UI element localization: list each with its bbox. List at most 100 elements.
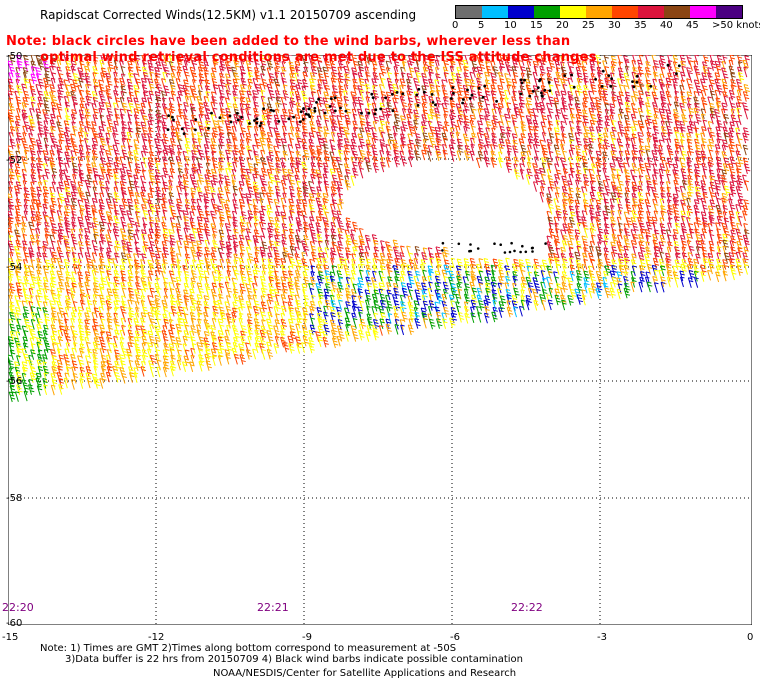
wind-barb — [23, 149, 29, 161]
wind-barb — [520, 72, 526, 84]
wind-barb — [183, 59, 189, 71]
wind-barb — [625, 137, 631, 149]
wind-barb — [441, 143, 447, 155]
wind-barb — [616, 95, 623, 107]
wind-barb — [232, 150, 238, 161]
wind-barb — [100, 55, 106, 65]
wind-barb — [43, 77, 50, 89]
wind-barb — [57, 156, 64, 168]
contamination-dot — [548, 89, 552, 93]
wind-barb — [212, 120, 220, 131]
wind-barb — [57, 89, 64, 101]
wind-barb — [499, 91, 505, 102]
wind-barb — [709, 113, 716, 125]
wind-barb — [588, 150, 593, 161]
wind-barb — [302, 79, 309, 90]
wind-barb — [583, 126, 591, 137]
wind-barb — [512, 90, 517, 102]
contamination-dot — [495, 99, 498, 103]
wind-barb — [483, 84, 490, 95]
contamination-dot — [229, 120, 233, 124]
wind-barb — [275, 83, 280, 95]
wind-barb — [329, 108, 337, 120]
wind-barb — [210, 101, 216, 113]
contamination-dot — [255, 117, 259, 121]
wind-barb — [50, 101, 58, 113]
wind-barb — [233, 113, 240, 125]
contamination-dot — [171, 115, 174, 119]
wind-barb — [527, 132, 535, 144]
wind-barb — [233, 96, 238, 108]
contamination-dot — [299, 110, 303, 114]
wind-barb — [372, 132, 379, 144]
wind-barb — [638, 90, 644, 101]
wind-barb — [729, 55, 735, 66]
wind-barb — [623, 72, 630, 84]
wind-barb — [155, 61, 163, 72]
wind-barb — [254, 59, 260, 71]
wind-barb — [252, 77, 258, 89]
wind-barb — [673, 83, 678, 95]
wind-barb — [511, 78, 518, 90]
wind-barb — [135, 66, 142, 77]
wind-barb — [582, 115, 589, 127]
wind-barb — [58, 139, 63, 150]
wind-barb — [261, 109, 269, 121]
wind-barb — [49, 84, 56, 95]
wind-barb — [728, 138, 736, 149]
wind-barb — [239, 143, 246, 155]
wind-barb — [660, 102, 668, 114]
wind-barb — [114, 108, 119, 119]
wind-barb — [392, 83, 399, 95]
wind-barb — [15, 67, 20, 78]
wind-barb — [491, 138, 498, 150]
wind-barb — [387, 133, 395, 145]
wind-barb — [526, 150, 531, 162]
wind-barb — [499, 97, 505, 108]
wind-barb — [126, 78, 134, 90]
wind-barb — [714, 78, 721, 90]
wind-barb — [42, 60, 50, 72]
wind-barb — [534, 55, 542, 66]
wind-barb — [64, 145, 71, 157]
wind-barb — [707, 121, 713, 132]
wind-barb — [457, 55, 464, 65]
wind-barb — [106, 107, 114, 119]
wind-barb — [583, 144, 589, 156]
wind-barb — [140, 102, 147, 114]
wind-barb — [392, 125, 398, 137]
wind-barb — [392, 55, 399, 66]
wind-barb — [184, 95, 190, 107]
contamination-dot — [333, 109, 337, 113]
wind-barb — [742, 132, 749, 144]
wind-barb — [141, 84, 149, 95]
wind-barb — [79, 72, 86, 83]
wind-barb — [162, 126, 167, 138]
note-line-2: optimal wind retrieval conditions are me… — [40, 50, 597, 65]
wind-barb — [624, 126, 630, 138]
wind-barbs — [8, 55, 751, 403]
wind-barb — [205, 91, 210, 102]
wind-barb — [555, 120, 561, 131]
wind-barb — [574, 96, 581, 108]
wind-barb — [490, 72, 497, 84]
legend-swatch — [456, 6, 482, 18]
wind-barb — [98, 101, 105, 113]
wind-barb — [72, 125, 78, 137]
wind-barb — [499, 55, 505, 66]
wind-barb — [37, 78, 45, 90]
wind-barb — [665, 83, 671, 95]
wind-barb — [198, 107, 205, 119]
wind-barb — [343, 144, 351, 156]
wind-barb — [660, 132, 668, 143]
wind-barb — [646, 109, 653, 120]
wind-barb — [568, 120, 574, 132]
wind-barb — [106, 55, 111, 67]
wind-barb — [520, 66, 526, 77]
wind-barb — [296, 108, 301, 119]
wind-barb — [274, 108, 280, 120]
wind-barb — [338, 127, 345, 138]
wind-barb — [226, 143, 233, 155]
wind-barb — [527, 108, 535, 119]
wind-barb — [224, 120, 232, 131]
